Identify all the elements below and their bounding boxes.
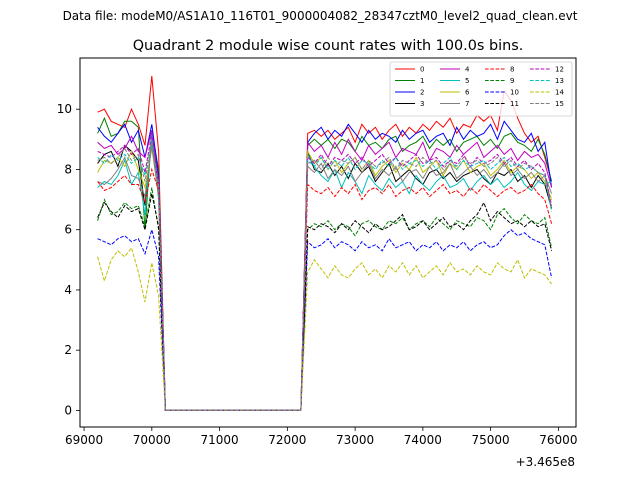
legend-label-1: 1 bbox=[420, 77, 424, 85]
y-tick-label: 2 bbox=[64, 343, 72, 357]
y-tick-label: 10 bbox=[57, 102, 72, 116]
legend-label-7: 7 bbox=[465, 100, 469, 108]
series-line-6 bbox=[97, 148, 553, 411]
suptitle: Data file: modeM0/AS1A10_116T01_90000040… bbox=[63, 9, 578, 23]
legend-label-9: 9 bbox=[510, 77, 514, 85]
series-line-12 bbox=[97, 133, 553, 411]
series-line-2 bbox=[97, 120, 553, 411]
x-axis: 69000 70000 71000 72000 73000 74000 75000 76000 bbox=[65, 427, 577, 447]
series-line-4 bbox=[97, 130, 553, 411]
legend-label-13: 13 bbox=[555, 77, 564, 85]
y-tick-label: 6 bbox=[64, 223, 72, 237]
legend-label-0: 0 bbox=[420, 66, 424, 74]
series-line-9 bbox=[97, 187, 553, 411]
x-tick-label: 71000 bbox=[200, 433, 238, 447]
series-line-3 bbox=[97, 139, 553, 411]
series-line-10 bbox=[97, 227, 553, 411]
legend-label-4: 4 bbox=[465, 66, 470, 74]
series-line-14 bbox=[97, 246, 552, 411]
chart-title: Quadrant 2 module wise count rates with … bbox=[133, 38, 524, 54]
legend-label-5: 5 bbox=[465, 77, 469, 85]
x-offset-label: +3.465e8 bbox=[516, 455, 575, 469]
x-tick-label: 74000 bbox=[404, 433, 442, 447]
x-tick-label: 75000 bbox=[472, 433, 510, 447]
x-tick-label: 70000 bbox=[133, 433, 171, 447]
legend-label-8: 8 bbox=[510, 66, 514, 74]
x-tick-label: 76000 bbox=[539, 433, 577, 447]
legend-label-10: 10 bbox=[510, 89, 519, 97]
legend-label-2: 2 bbox=[420, 89, 424, 97]
axes-frame bbox=[79, 57, 577, 428]
series-line-8 bbox=[97, 167, 553, 411]
x-tick-label: 72000 bbox=[268, 433, 306, 447]
y-tick-label: 8 bbox=[64, 162, 72, 176]
series-line-13 bbox=[97, 142, 553, 411]
series-line-11 bbox=[97, 193, 553, 411]
legend-label-12: 12 bbox=[555, 66, 564, 74]
y-tick-label: 0 bbox=[64, 403, 72, 417]
x-tick-label: 73000 bbox=[336, 433, 374, 447]
y-axis: 0 2 4 6 8 10 bbox=[57, 102, 80, 417]
legend-label-11: 11 bbox=[510, 100, 519, 108]
legend-label-6: 6 bbox=[465, 89, 470, 97]
y-tick-label: 4 bbox=[64, 283, 72, 297]
series-line-0 bbox=[97, 76, 553, 411]
series-lines bbox=[97, 76, 553, 411]
series-line-1 bbox=[97, 116, 553, 411]
series-line-7 bbox=[97, 145, 553, 411]
legend-label-15: 15 bbox=[555, 100, 564, 108]
legend-box bbox=[389, 61, 573, 117]
legend-label-3: 3 bbox=[420, 100, 424, 108]
series-line-15 bbox=[97, 139, 553, 411]
legend-label-14: 14 bbox=[555, 89, 564, 97]
x-tick-label: 69000 bbox=[65, 433, 103, 447]
